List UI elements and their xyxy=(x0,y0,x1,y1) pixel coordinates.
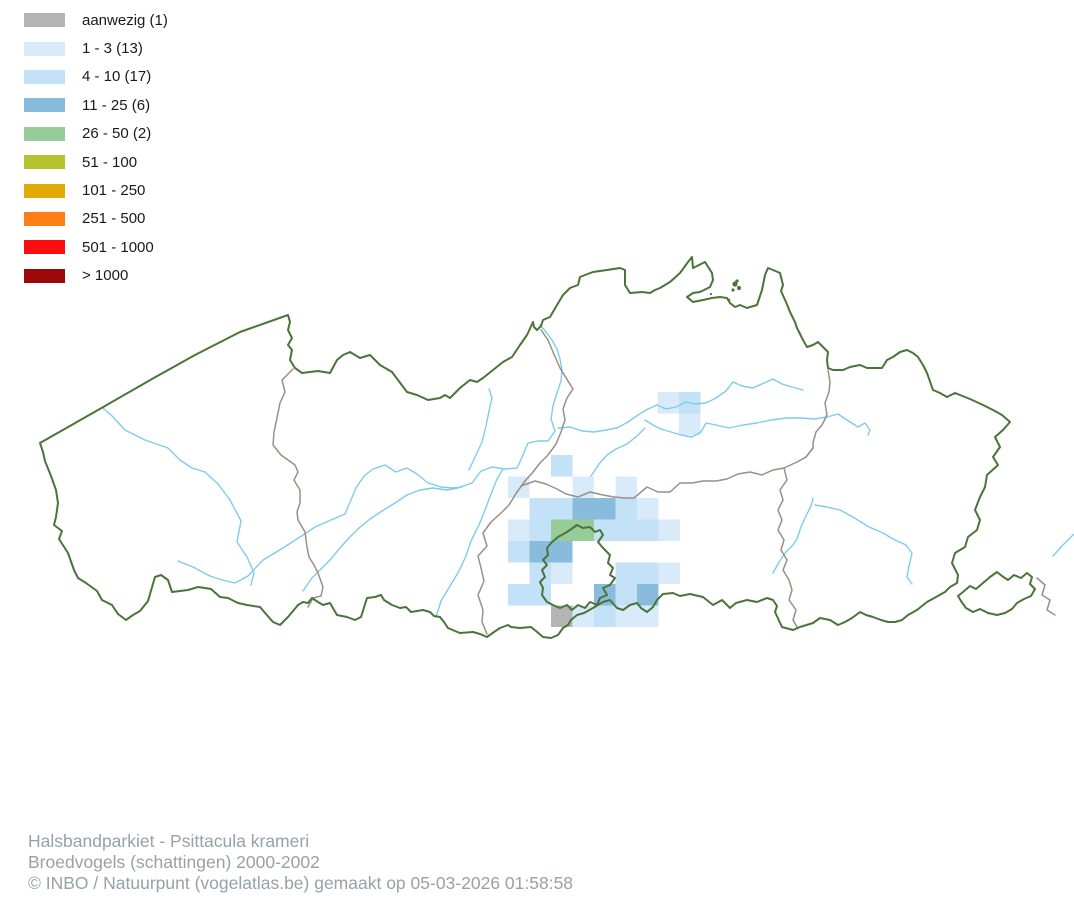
grid-cell xyxy=(572,498,594,520)
river-demer xyxy=(644,413,871,438)
legend-item: 4 - 10 (17) xyxy=(24,63,168,91)
river-dender xyxy=(435,468,504,618)
grid-cell xyxy=(551,562,573,584)
legend-color-swatch xyxy=(24,211,65,226)
legend-item: aanwezig (1) xyxy=(24,6,168,34)
border-eastflanders-antwerp-brabant xyxy=(477,329,574,635)
grid-cell xyxy=(679,413,701,435)
river-jeker xyxy=(814,504,913,585)
grid-cell xyxy=(551,541,573,563)
river-meuse xyxy=(1052,533,1074,557)
grid-cell xyxy=(637,605,659,627)
legend-label: 101 - 250 xyxy=(82,182,146,200)
grid-cell xyxy=(551,605,573,627)
river-scheldt-lower xyxy=(459,324,563,488)
rivers-layer xyxy=(102,324,1074,618)
grid-cell xyxy=(615,562,637,584)
legend-label: 4 - 10 (17) xyxy=(82,68,152,86)
grid-cell xyxy=(551,455,573,477)
grid-cell xyxy=(551,519,573,541)
legend-label: 1 - 3 (13) xyxy=(82,40,143,58)
legend-color-swatch xyxy=(24,41,65,56)
brussels-outline xyxy=(539,524,616,611)
legend-label: 501 - 1000 xyxy=(82,238,154,256)
legend-item: 101 - 250 xyxy=(24,176,168,204)
canal-ghent-terneuzen xyxy=(468,388,493,471)
legend-color-swatch xyxy=(24,240,65,255)
caption-species: Halsbandparkiet - Psittacula krameri xyxy=(28,831,310,851)
province-borders-layer xyxy=(272,329,1056,635)
legend-item: 501 - 1000 xyxy=(24,233,168,261)
river-leie xyxy=(177,464,463,584)
legend-label: 51 - 100 xyxy=(82,153,138,171)
caption-copyright: © INBO / Natuurpunt (vogelatlas.be) gema… xyxy=(28,873,574,893)
legend-color-swatch xyxy=(24,69,65,84)
legend-color-swatch xyxy=(24,183,65,198)
grid-cell xyxy=(637,519,659,541)
caption-survey: Broedvogels (schattingen) 2000-2002 xyxy=(28,852,320,872)
grid-cell xyxy=(572,519,594,541)
legend-label: 11 - 25 (6) xyxy=(82,96,151,114)
border-west-east-flanders xyxy=(272,368,324,608)
grid-cell xyxy=(658,562,680,584)
legend-label: 26 - 50 (2) xyxy=(82,125,152,143)
grid-cell xyxy=(657,392,679,414)
legend-item: 251 - 500 xyxy=(24,205,168,233)
river-ijzer xyxy=(102,407,255,586)
grid-cell xyxy=(615,498,637,520)
border-brabant-antwerp xyxy=(520,447,814,499)
grid-cell xyxy=(594,605,616,627)
flanders-outline xyxy=(39,256,1011,639)
grid-cell xyxy=(615,605,637,627)
legend-item: 1 - 3 (13) xyxy=(24,34,168,62)
map-caption: Halsbandparkiet - Psittacula krameri Bro… xyxy=(28,831,573,894)
border-near-voeren xyxy=(1036,577,1056,616)
grid-cell xyxy=(637,562,659,584)
grid-cell xyxy=(637,498,659,520)
grid-cell xyxy=(594,498,616,520)
river-rupel-nete xyxy=(557,378,804,433)
grid-cell xyxy=(508,541,530,563)
grid-cell xyxy=(658,519,680,541)
legend-label: aanwezig (1) xyxy=(82,11,168,29)
border-antwerp-limburg xyxy=(777,369,831,628)
legend-color-swatch xyxy=(24,126,65,141)
grid-cell xyxy=(529,498,551,520)
river-gete xyxy=(772,497,814,574)
grid-cell xyxy=(551,498,573,520)
grid-cell xyxy=(615,519,637,541)
legend-item: > 1000 xyxy=(24,262,168,290)
legend-item: 51 - 100 xyxy=(24,148,168,176)
grid-cell xyxy=(594,519,616,541)
legend-item: 11 - 25 (6) xyxy=(24,91,168,119)
grid-cell xyxy=(615,584,637,606)
legend-color-swatch xyxy=(24,13,65,28)
legend-color-swatch xyxy=(24,268,65,283)
grid-cell xyxy=(637,584,659,606)
grid-cell xyxy=(508,584,530,606)
legend-color-swatch xyxy=(24,98,65,113)
legend-item: 26 - 50 (2) xyxy=(24,120,168,148)
legend-label: 251 - 500 xyxy=(82,210,146,228)
antwerp-harbor-dots xyxy=(709,279,742,302)
legend-label: > 1000 xyxy=(82,267,129,285)
grid-cell xyxy=(529,519,551,541)
river-zenne-dijle xyxy=(590,427,646,477)
grid-cell xyxy=(615,476,637,498)
grid-cell xyxy=(508,519,530,541)
voeren-outline xyxy=(957,571,1036,616)
region-outline-layer xyxy=(39,256,1036,639)
legend-color-swatch xyxy=(24,155,65,170)
river-scheldt-upper xyxy=(302,487,459,592)
grid-cell xyxy=(529,562,551,584)
legend: aanwezig (1) 1 - 3 (13) 4 - 10 (17) 11 - 25… xyxy=(24,6,168,290)
grid-cells-layer xyxy=(508,392,701,627)
